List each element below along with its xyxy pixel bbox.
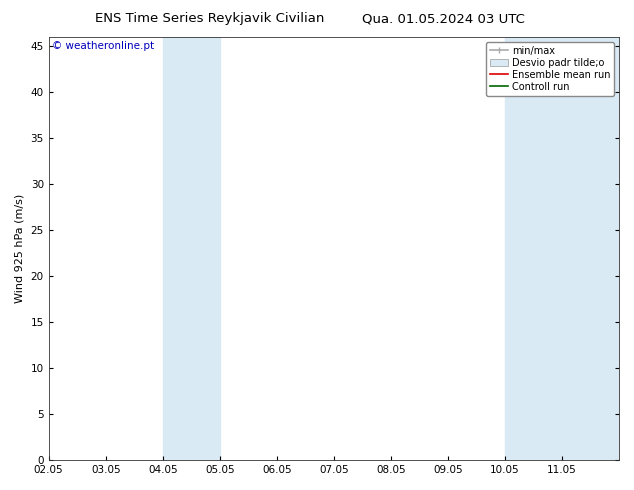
Text: Qua. 01.05.2024 03 UTC: Qua. 01.05.2024 03 UTC xyxy=(363,12,525,25)
Text: © weatheronline.pt: © weatheronline.pt xyxy=(51,41,153,51)
Bar xyxy=(163,37,220,460)
Bar xyxy=(505,37,619,460)
Legend: min/max, Desvio padr tilde;o, Ensemble mean run, Controll run: min/max, Desvio padr tilde;o, Ensemble m… xyxy=(486,42,614,96)
Y-axis label: Wind 925 hPa (m/s): Wind 925 hPa (m/s) xyxy=(15,194,25,303)
Text: ENS Time Series Reykjavik Civilian: ENS Time Series Reykjavik Civilian xyxy=(94,12,324,25)
